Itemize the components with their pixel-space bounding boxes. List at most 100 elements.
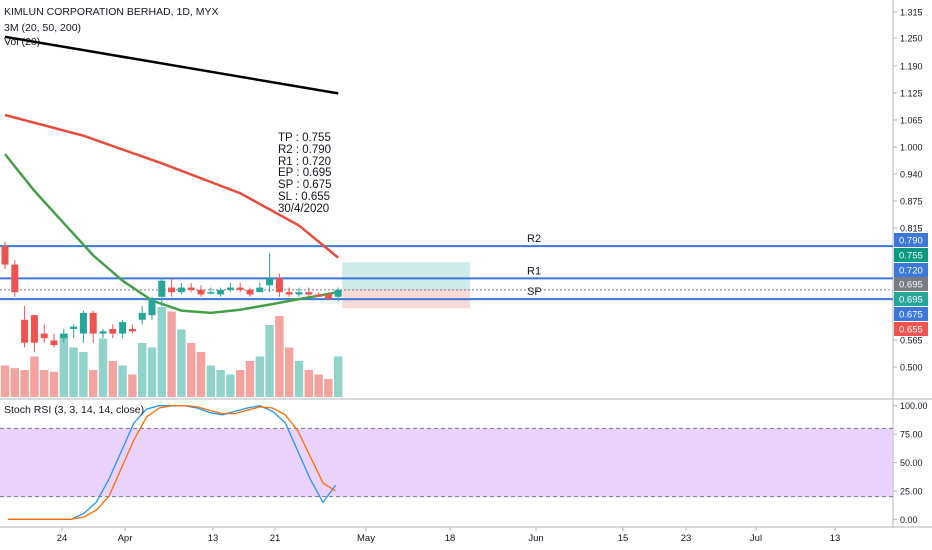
candle-body xyxy=(148,299,156,316)
volume-bar xyxy=(157,307,166,397)
volume-bar xyxy=(226,374,235,397)
ma-200-line xyxy=(4,35,339,95)
volume-bar xyxy=(275,316,284,397)
price-badge xyxy=(894,263,928,277)
stoch-tick-label: 75.00 xyxy=(900,430,923,440)
candle-body xyxy=(60,333,68,339)
volume-bar xyxy=(167,311,176,397)
note-r1: R1 : 0.720 xyxy=(278,155,332,168)
candle-body xyxy=(30,315,38,343)
candle-body xyxy=(70,326,78,329)
level-label-r2: R2 xyxy=(527,233,541,245)
stoch-band xyxy=(0,428,893,497)
candle-body xyxy=(109,328,117,334)
volume-bar xyxy=(196,352,206,397)
volume-bar xyxy=(206,365,215,397)
price-badge xyxy=(894,248,928,262)
stoch-tick-label: 50.00 xyxy=(900,458,923,468)
volume-bar xyxy=(89,370,98,397)
candle-body xyxy=(50,340,58,346)
candle-body xyxy=(324,294,332,300)
volume-bar xyxy=(187,343,196,397)
ma-legend: 3M (20, 50, 200) xyxy=(4,22,82,34)
volume-bar xyxy=(118,365,127,397)
candle-body xyxy=(79,312,87,334)
price-tick-label: 0.815 xyxy=(900,224,923,234)
symbol-legend: KIMLUN CORPORATION BERHAD, 1D, MYX xyxy=(4,6,219,18)
price-badge-label: 0.695 xyxy=(899,295,923,306)
price-badge-label: 0.695 xyxy=(899,280,923,291)
volume-bar xyxy=(79,352,88,397)
volume-bar xyxy=(285,347,294,397)
price-badge-label: 0.655 xyxy=(899,325,923,336)
volume-bar xyxy=(128,374,137,397)
price-badge-label: 0.675 xyxy=(899,310,923,321)
volume-bar xyxy=(314,374,323,397)
stoch-tick-label: 25.00 xyxy=(900,486,923,496)
price-badge xyxy=(894,292,928,306)
stoch-rsi-legend: Stoch RSI (3, 3, 14, 14, close) xyxy=(4,404,145,416)
trade-plan-note: TP : 0.755 R2 : 0.790 R1 : 0.720 EP : 0.… xyxy=(278,132,332,216)
candle-body xyxy=(158,280,166,297)
price-tick-label: 1.125 xyxy=(900,89,923,99)
stoch-d-line xyxy=(8,405,336,520)
candle-body xyxy=(89,312,97,334)
candle-body xyxy=(21,319,29,343)
volume-bar xyxy=(255,356,264,397)
volume-bar xyxy=(69,347,78,397)
price-tick-label: 1.250 xyxy=(900,34,923,44)
candle-body xyxy=(177,287,185,293)
price-tick-label: 1.190 xyxy=(900,62,923,72)
price-tick-label: 0.875 xyxy=(900,197,923,207)
candle-body xyxy=(119,322,127,334)
note-r2: R2 : 0.790 xyxy=(278,143,332,156)
price-tick-label: 1.065 xyxy=(900,116,923,126)
note-date: 30/4/2020 xyxy=(278,202,330,215)
note-ep: EP : 0.695 xyxy=(278,167,332,180)
ma-20-line xyxy=(4,153,339,315)
candle-body xyxy=(226,287,234,290)
volume-bar xyxy=(147,347,157,397)
time-tick-label: 18 xyxy=(445,533,456,544)
volume-bar xyxy=(216,370,225,397)
candle-body xyxy=(266,278,274,286)
volume-legend: Vol (20) xyxy=(4,36,41,48)
volume-bar xyxy=(40,370,49,397)
volume-bar xyxy=(20,370,29,397)
candle-body xyxy=(217,289,225,295)
volume-bar xyxy=(324,379,333,397)
candle-body xyxy=(168,287,176,293)
price-tick-label: 0.565 xyxy=(900,336,923,346)
volume-bar xyxy=(0,365,10,397)
price-tick-label: 0.500 xyxy=(900,363,923,373)
candle-body xyxy=(305,292,313,295)
level-label-sp: SP xyxy=(527,286,542,298)
price-tick-label: 1.000 xyxy=(900,143,923,153)
price-tick-label: 0.940 xyxy=(900,170,923,180)
volume-bar xyxy=(236,370,245,397)
candle-body xyxy=(197,289,205,295)
volume-bar xyxy=(30,356,39,397)
volume-bar xyxy=(294,361,304,397)
volume-bar xyxy=(138,343,147,397)
candle-body xyxy=(285,292,293,295)
note-sl: SL : 0.655 xyxy=(278,190,331,203)
candle-body xyxy=(11,264,19,293)
price-badge xyxy=(894,233,928,247)
volume-bar xyxy=(265,325,274,397)
ma-50-line xyxy=(4,113,339,259)
price-badge xyxy=(894,307,928,321)
time-tick-label: 23 xyxy=(681,533,692,544)
time-tick-label: Jun xyxy=(528,533,543,544)
note-sp: SP : 0.675 xyxy=(278,179,332,192)
price-badge xyxy=(894,277,928,291)
candle-body xyxy=(275,278,283,293)
time-tick-label: Apr xyxy=(118,533,133,544)
profit-zone xyxy=(342,262,470,290)
price-badge-label: 0.720 xyxy=(899,266,923,277)
note-tp: TP : 0.755 xyxy=(278,132,331,144)
volume-bar xyxy=(10,368,19,397)
price-tick-label: 1.315 xyxy=(900,8,923,18)
stoch-tick-label: 100.00 xyxy=(900,401,928,411)
